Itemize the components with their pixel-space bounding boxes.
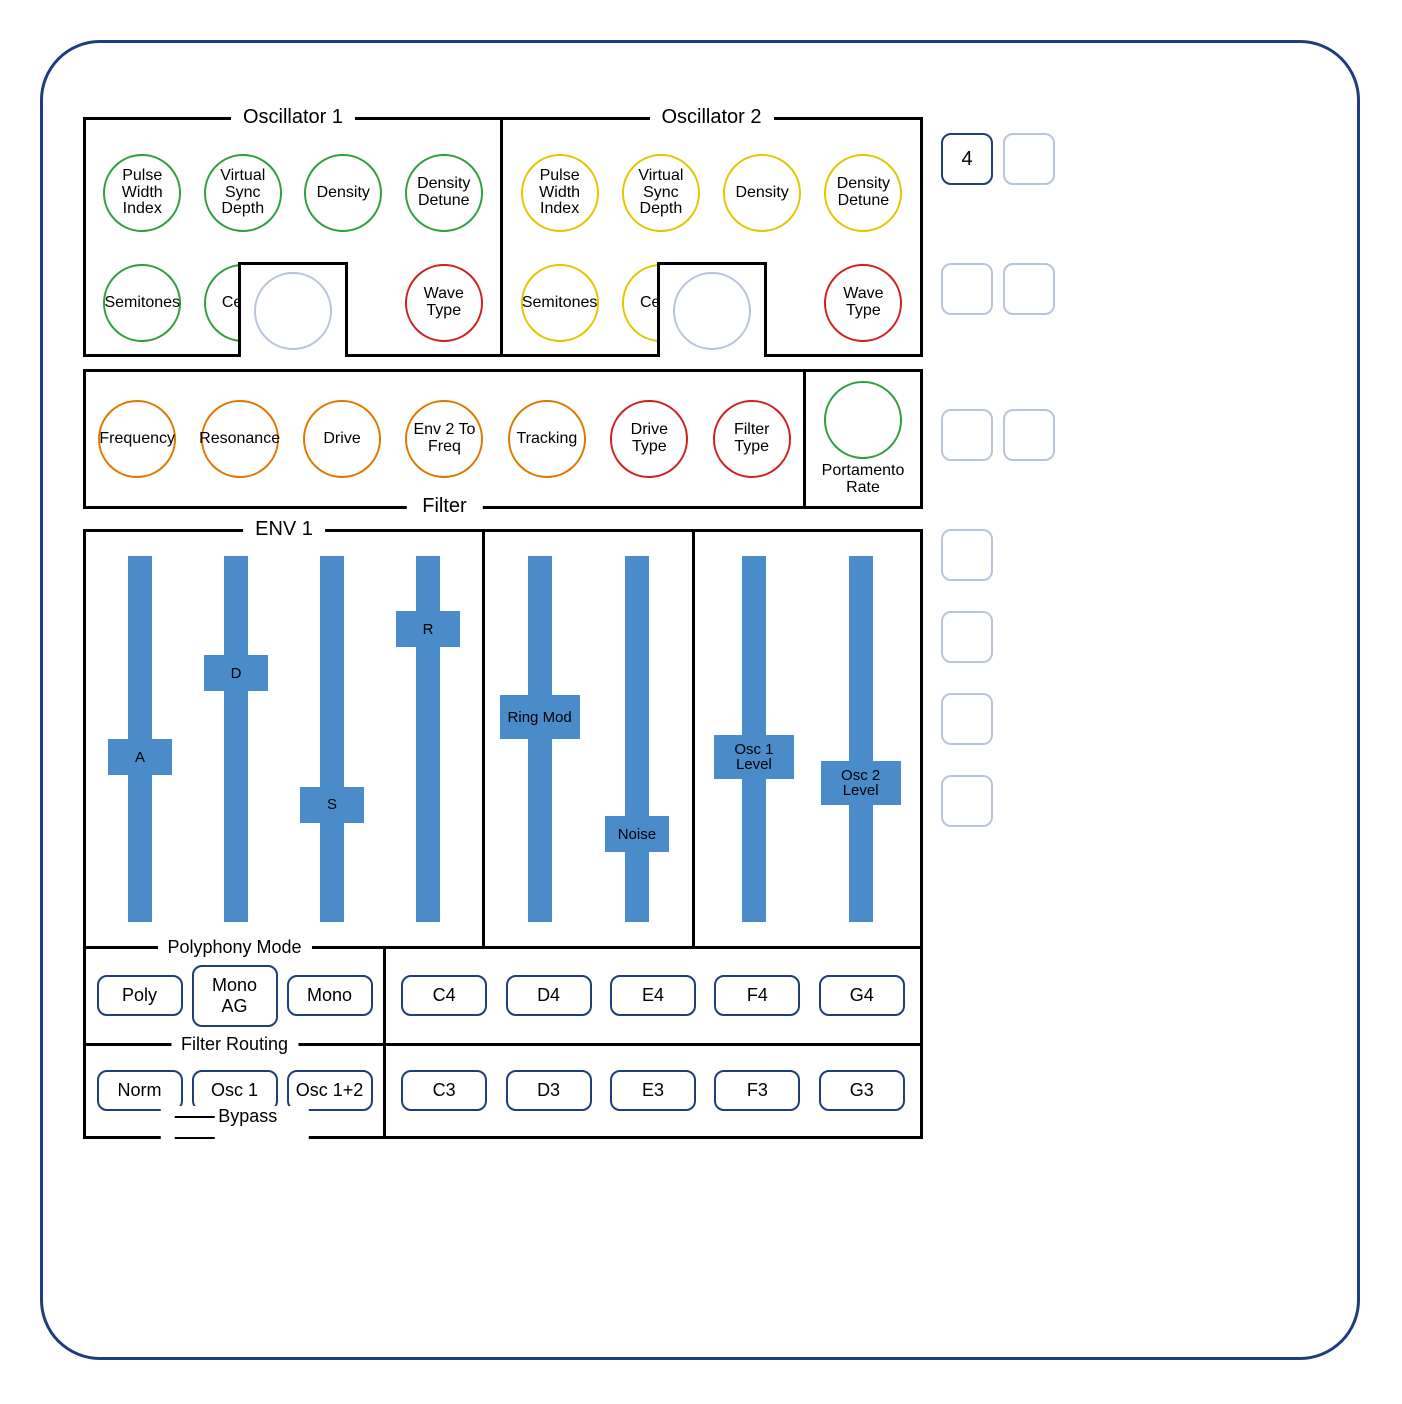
osc1-section: Oscillator 1 Pulse Width Index Virtual S… bbox=[83, 117, 503, 357]
button-row-1: Polyphony Mode Poly Mono AG Mono C4 D4 E… bbox=[86, 949, 920, 1043]
env1-s-thumb[interactable]: S bbox=[300, 787, 364, 823]
filter-drive-knob[interactable]: Drive bbox=[303, 400, 381, 478]
side-button-f[interactable] bbox=[1003, 409, 1055, 461]
key-e3[interactable]: E3 bbox=[610, 1070, 696, 1111]
mono-button[interactable]: Mono bbox=[287, 975, 373, 1016]
osc2-notch bbox=[657, 262, 767, 357]
portamento-section: Portamento Rate bbox=[803, 369, 923, 509]
filter-row: Frequency Resonance Drive Env 2 To Freq … bbox=[83, 357, 1317, 509]
key-c4[interactable]: C4 bbox=[401, 975, 487, 1016]
oscillator-row: Oscillator 1 Pulse Width Index Virtual S… bbox=[83, 103, 1317, 357]
osc2-density-knob[interactable]: Density bbox=[723, 154, 801, 232]
key-g3[interactable]: G3 bbox=[819, 1070, 905, 1111]
slider-row: ENV 1 A D S R bbox=[83, 509, 1317, 949]
side-button-b[interactable] bbox=[1003, 133, 1055, 185]
osc2-wave-type-knob[interactable]: Wave Type bbox=[824, 264, 902, 342]
mixer-section: Ring Mod Noise bbox=[485, 532, 695, 946]
osc2-title: Oscillator 2 bbox=[649, 106, 773, 129]
env1-d-thumb[interactable]: D bbox=[204, 655, 268, 691]
button-row-2: Filter Routing Norm Osc 1 Osc 1+2 Bypass… bbox=[86, 1043, 920, 1137]
osc1-density-knob[interactable]: Density bbox=[304, 154, 382, 232]
keys-row-2: C3 D3 E3 F3 G3 bbox=[386, 1046, 920, 1137]
filter-title: Filter bbox=[406, 495, 482, 518]
filter-filter-type-knob[interactable]: Filter Type bbox=[713, 400, 791, 478]
key-c3[interactable]: C3 bbox=[401, 1070, 487, 1111]
side-button-i[interactable] bbox=[941, 693, 993, 745]
osc2-pwi-knob[interactable]: Pulse Width Index bbox=[521, 154, 599, 232]
key-d4[interactable]: D4 bbox=[506, 975, 592, 1016]
side-button-c[interactable] bbox=[941, 263, 993, 315]
osc2-row1: Pulse Width Index Virtual Sync Depth Den… bbox=[509, 138, 914, 248]
key-e4[interactable]: E4 bbox=[610, 975, 696, 1016]
env1-r-thumb[interactable]: R bbox=[396, 611, 460, 647]
side-button-h[interactable] bbox=[941, 611, 993, 663]
levels-section: Osc 1 Level Osc 2 Level bbox=[695, 532, 920, 946]
osc2-density-detune-knob[interactable]: Density Detune bbox=[824, 154, 902, 232]
polyphony-title: Polyphony Mode bbox=[157, 937, 311, 958]
filter-frequency-knob[interactable]: Frequency bbox=[98, 400, 176, 478]
env1-title: ENV 1 bbox=[243, 518, 325, 541]
noise-thumb[interactable]: Noise bbox=[605, 816, 669, 852]
filter-resonance-knob[interactable]: Resonance bbox=[201, 400, 279, 478]
side-slider-col bbox=[941, 529, 993, 949]
keys-row-1: C4 D4 E4 F4 G4 bbox=[386, 949, 920, 1043]
osc1-row1: Pulse Width Index Virtual Sync Depth Den… bbox=[92, 138, 494, 248]
side-button-e[interactable] bbox=[941, 409, 993, 461]
osc2-semitones-knob[interactable]: Semitones bbox=[521, 264, 599, 342]
ringmod-thumb[interactable]: Ring Mod bbox=[500, 695, 580, 739]
osc1-semitones-knob[interactable]: Semitones bbox=[103, 264, 181, 342]
env1-s-slider[interactable]: S bbox=[287, 556, 377, 922]
env1-r-slider[interactable]: R bbox=[383, 556, 473, 922]
portamento-knob[interactable] bbox=[824, 381, 902, 459]
side-button-g[interactable] bbox=[941, 529, 993, 581]
side-button-j[interactable] bbox=[941, 775, 993, 827]
portamento-label: Portamento Rate bbox=[806, 463, 920, 497]
osc2-empty-knob[interactable] bbox=[673, 272, 751, 350]
filter-tracking-knob[interactable]: Tracking bbox=[508, 400, 586, 478]
ringmod-slider[interactable]: Ring Mod bbox=[495, 556, 585, 922]
side-filter-col bbox=[941, 409, 1055, 509]
synth-panel: Oscillator 1 Pulse Width Index Virtual S… bbox=[40, 40, 1360, 1360]
osc1-level-slider[interactable]: Osc 1 Level bbox=[709, 556, 799, 922]
slider-area: ENV 1 A D S R bbox=[83, 529, 923, 949]
osc1-wave-type-knob[interactable]: Wave Type bbox=[405, 264, 483, 342]
osc1-density-detune-knob[interactable]: Density Detune bbox=[405, 154, 483, 232]
bypass-label: Bypass bbox=[160, 1106, 309, 1148]
osc1-level-thumb[interactable]: Osc 1 Level bbox=[714, 735, 794, 779]
filter-env2tofreq-knob[interactable]: Env 2 To Freq bbox=[405, 400, 483, 478]
env1-a-slider[interactable]: A bbox=[95, 556, 185, 922]
key-f4[interactable]: F4 bbox=[714, 975, 800, 1016]
env1-a-thumb[interactable]: A bbox=[108, 739, 172, 775]
osc2-vsync-knob[interactable]: Virtual Sync Depth bbox=[622, 154, 700, 232]
osc1-notch bbox=[238, 262, 348, 357]
osc1-pwi-knob[interactable]: Pulse Width Index bbox=[103, 154, 181, 232]
key-d3[interactable]: D3 bbox=[506, 1070, 592, 1111]
side-button-4[interactable]: 4 bbox=[941, 133, 993, 185]
osc1-empty-knob[interactable] bbox=[254, 272, 332, 350]
env1-section: ENV 1 A D S R bbox=[86, 532, 485, 946]
osc1-vsync-knob[interactable]: Virtual Sync Depth bbox=[204, 154, 282, 232]
filter-section: Frequency Resonance Drive Env 2 To Freq … bbox=[83, 369, 803, 509]
env1-d-slider[interactable]: D bbox=[191, 556, 281, 922]
key-g4[interactable]: G4 bbox=[819, 975, 905, 1016]
filter-routing-title: Filter Routing bbox=[171, 1034, 298, 1055]
mono-ag-button[interactable]: Mono AG bbox=[192, 965, 278, 1027]
osc2-section: Oscillator 2 Pulse Width Index Virtual S… bbox=[503, 117, 923, 357]
osc2-level-thumb[interactable]: Osc 2 Level bbox=[821, 761, 901, 805]
osc1-title: Oscillator 1 bbox=[231, 106, 355, 129]
filter-drive-type-knob[interactable]: Drive Type bbox=[610, 400, 688, 478]
filter-routing-section: Filter Routing Norm Osc 1 Osc 1+2 Bypass bbox=[86, 1046, 386, 1137]
key-f3[interactable]: F3 bbox=[714, 1070, 800, 1111]
osc2-level-slider[interactable]: Osc 2 Level bbox=[816, 556, 906, 922]
button-area: Polyphony Mode Poly Mono AG Mono C4 D4 E… bbox=[83, 949, 923, 1139]
polyphony-section: Polyphony Mode Poly Mono AG Mono bbox=[86, 949, 386, 1043]
poly-button[interactable]: Poly bbox=[97, 975, 183, 1016]
side-top-col: 4 bbox=[941, 133, 1055, 357]
noise-slider[interactable]: Noise bbox=[592, 556, 682, 922]
side-button-d[interactable] bbox=[1003, 263, 1055, 315]
